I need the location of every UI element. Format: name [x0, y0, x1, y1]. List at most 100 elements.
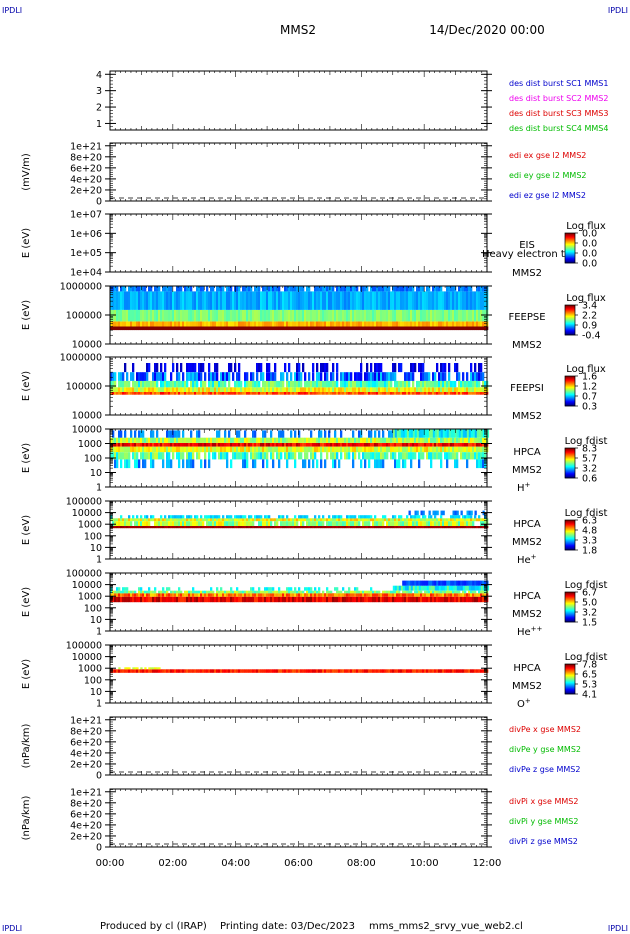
spectrogram-cell [270, 326, 273, 331]
spectrogram-cell [112, 286, 115, 292]
spectrogram-cell [302, 526, 305, 529]
spectrogram-cell [430, 526, 433, 529]
y-tick-label: 1000 [78, 520, 102, 531]
spectrogram-cell [278, 286, 281, 292]
spectrogram-cell [308, 526, 311, 529]
spectrogram-cell [286, 286, 289, 292]
spectrogram-cell [130, 309, 133, 322]
spectrogram-cell [178, 291, 181, 310]
spectrogram-cell [396, 291, 399, 310]
spectrogram-cell [380, 518, 383, 522]
spectrogram-cell [184, 286, 187, 292]
spectrogram-cell [134, 309, 137, 322]
spectrogram-cell [170, 372, 173, 381]
spectrogram-cell [274, 392, 277, 395]
spectrogram-cell [158, 442, 161, 447]
spectrogram-cell [478, 459, 481, 469]
colorbar-tick-label: 0.0 [582, 229, 597, 240]
y-tick-label: 1e+21 [70, 141, 102, 152]
spectrogram-cell [392, 515, 395, 519]
spectrogram-cell [378, 446, 381, 453]
spectrogram-cell [384, 286, 387, 292]
spectrogram-cell [136, 437, 139, 443]
spectrogram-cell [424, 526, 427, 529]
spectrogram-cell [334, 446, 337, 453]
spectrogram-cell [230, 387, 233, 392]
spectrogram-cell [156, 309, 159, 322]
spectrogram-cell [268, 380, 271, 388]
spectrogram-cell [204, 321, 207, 327]
spectrogram-cell [112, 446, 115, 453]
spectrogram-cell [458, 392, 461, 395]
spectrogram-cell [290, 372, 293, 381]
spectrogram-cell [216, 387, 219, 392]
spectrogram-cell [144, 518, 147, 522]
spectrogram-cell [390, 518, 393, 522]
spectrogram-cell [378, 372, 381, 381]
spectrogram-cell [408, 526, 411, 529]
spectrogram-cell [282, 437, 285, 443]
colorbar-tick-label: 1.8 [582, 546, 597, 557]
spectrogram-cell [424, 291, 427, 310]
spectrogram-cell [214, 291, 217, 310]
spectrogram-cell [212, 326, 215, 331]
spectrogram-cell [434, 326, 437, 331]
spectrogram-cell [378, 380, 381, 388]
colorbar-cell [565, 463, 575, 465]
spectrogram-cell [346, 392, 349, 395]
spectrogram-cell [318, 372, 321, 381]
y-tick-label: 10000 [72, 425, 102, 436]
spectrogram-cell [294, 309, 297, 322]
spectrogram-cell [252, 446, 255, 453]
spectrogram-cell [298, 286, 301, 292]
spectrogram-cell [336, 321, 339, 327]
spectrogram-cell [342, 446, 345, 453]
spectrogram-cell [320, 363, 323, 373]
spectrogram-cell [240, 387, 243, 392]
spectrogram-cell [356, 526, 359, 529]
spectrogram-cell [394, 515, 397, 519]
date-title: 14/Dec/2020 00:00 [429, 23, 545, 37]
spectrogram-cell [112, 309, 115, 322]
spectrogram-cell [170, 291, 173, 310]
colorbar-cell [565, 310, 575, 312]
spectrogram-cell [376, 309, 379, 322]
spectrogram-cell [356, 309, 359, 322]
spectrogram-cell [424, 515, 427, 519]
spectrogram-cell [110, 387, 113, 392]
colorbar-cell [565, 449, 575, 451]
spectrogram-cell [360, 321, 363, 327]
colorbar-cell [565, 382, 575, 384]
spectrogram-cell [344, 446, 347, 453]
spectrogram-cell [182, 392, 185, 395]
colorbar-title: Log flux [566, 221, 606, 232]
spectrogram-cell [192, 291, 195, 310]
spectrogram-cell [382, 430, 385, 438]
spectrogram-cell [238, 326, 241, 331]
spectrogram-cell [444, 321, 447, 327]
spectrogram-cell [392, 363, 395, 373]
colorbar-cell [565, 307, 575, 309]
spectrogram-cell [346, 321, 349, 327]
colorbar-cell [565, 321, 575, 323]
spectrogram-cell [334, 387, 337, 392]
spectrogram-cell [418, 326, 421, 331]
spectrogram-cell [158, 518, 161, 522]
spectrogram-cell [434, 521, 437, 526]
spectrogram-cell [386, 392, 389, 395]
spectrogram-cell [364, 286, 367, 292]
spectrogram-cell [326, 392, 329, 395]
spectrogram-cell [460, 452, 463, 460]
spectrogram-cell [418, 309, 421, 322]
spectrogram-cell [350, 521, 353, 526]
spectrogram-cell [204, 326, 207, 331]
spectrogram-cell [250, 309, 253, 322]
spectrogram-cell [408, 387, 411, 392]
spectrogram-cell [200, 380, 203, 388]
spectrogram-cell [212, 321, 215, 327]
spectrogram-cell [456, 321, 459, 327]
spectrogram-cell [120, 380, 123, 388]
colorbar-cell [565, 534, 575, 536]
spectrogram-cell [238, 452, 241, 460]
spectrogram-cell [264, 380, 267, 388]
